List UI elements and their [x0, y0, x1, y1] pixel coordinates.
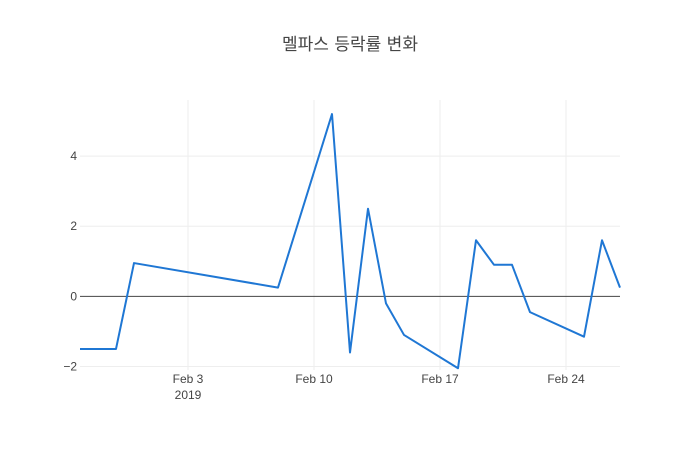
- chart-title: 멜파스 등락률 변화: [282, 35, 418, 55]
- x-tick-label: Feb 3: [173, 372, 204, 386]
- y-tick-label: 2: [70, 219, 77, 233]
- x-tick-sublabel: 2019: [175, 388, 202, 402]
- y-tick-label: −2: [63, 359, 77, 373]
- x-tick-label: Feb 24: [547, 372, 585, 386]
- series-group: [80, 113, 621, 370]
- y-tick-label: 4: [70, 149, 77, 163]
- x-axis: Feb 3 2019 Feb 10 Feb 17 Feb 24: [173, 372, 585, 402]
- grid-lines: [80, 100, 620, 370]
- x-tick-label: Feb 10: [295, 372, 333, 386]
- y-tick-label: 0: [70, 289, 77, 303]
- x-tick-label: Feb 17: [421, 372, 459, 386]
- y-axis: −2 0 2 4: [63, 149, 77, 373]
- series-line: [80, 113, 621, 370]
